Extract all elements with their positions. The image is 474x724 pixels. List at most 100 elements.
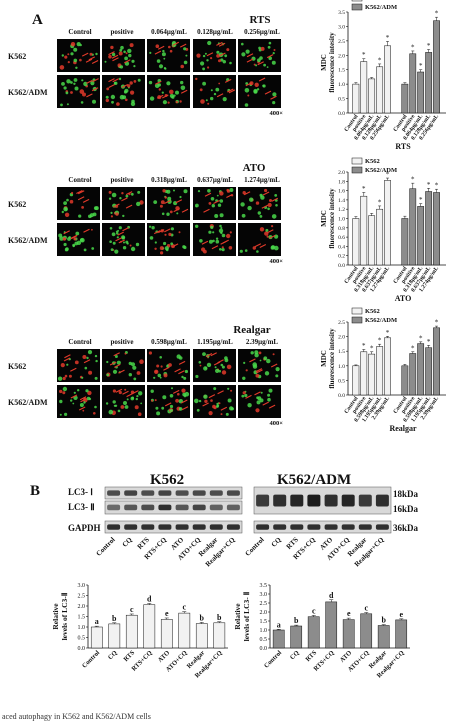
significance-mark: * [419, 334, 423, 342]
group-letter: e [165, 609, 169, 618]
x-tick-label: Control [81, 649, 101, 669]
y-axis-label: Relative [51, 603, 60, 630]
legend-swatch [351, 3, 363, 11]
legend-label: K562 [365, 308, 380, 315]
bar [425, 52, 433, 114]
significance-mark: * [362, 185, 366, 193]
blot-band [175, 504, 189, 511]
y-tick-label: 3.5 [338, 10, 345, 16]
micrograph [57, 187, 100, 220]
bar [360, 613, 373, 649]
row-label: K562/ADM [8, 398, 48, 407]
micrograph [193, 349, 236, 382]
column-label: positive [111, 338, 134, 346]
blot-band [273, 524, 287, 530]
blot-band [341, 524, 355, 530]
lc3-chart: 0.0 0.5 1.0 1.5 2.0 2.5 3.0 3.5 Relative levels o… [233, 583, 410, 680]
row-label: K562 [8, 52, 26, 61]
blot-band [226, 504, 240, 511]
y-axis-label: Relative [233, 603, 242, 630]
y-axis-label: fluorescence intesity [328, 188, 336, 249]
group-letter: c [182, 603, 186, 612]
micrograph [147, 75, 190, 108]
y-axis-label: MDC [320, 210, 328, 227]
bar [368, 78, 376, 114]
micrograph [193, 223, 236, 256]
column-label: 1.195μg/mL [197, 338, 233, 346]
micrograph [102, 349, 145, 382]
bar [376, 66, 384, 114]
blot-band [226, 490, 240, 496]
bar [417, 71, 425, 114]
bar [195, 623, 208, 649]
y-tick-label: 2.0 [338, 53, 345, 59]
significance-mark: * [419, 62, 423, 70]
row-label: K562 [8, 362, 26, 371]
column-label: Control [68, 338, 91, 346]
y-tick-label: 1.6 [338, 189, 345, 195]
group-letter: a [95, 617, 99, 626]
column-label: 0.064μg/mL [151, 28, 187, 36]
y-tick-label: 2.5 [260, 601, 268, 607]
blot-band [107, 490, 121, 496]
column-label: 2.39μg/mL [246, 338, 278, 346]
micrograph [238, 223, 281, 256]
blot-band [341, 494, 355, 507]
blot-band [358, 524, 372, 530]
mdc-chart: 0.0 0.5 1.0 1.5 2.0 2.5 3.0 3.5 MDC fluorescence … [320, 0, 446, 151]
blot-band [124, 504, 138, 511]
bar [143, 604, 156, 649]
y-tick-label: 1.5 [78, 615, 86, 621]
legend-label: K562/ADM [365, 317, 397, 324]
mdc-chart: 0.0 0.2 0.4 0.6 0.8 1.0 1.2 1.4 1.6 1.8 2.0 MDC fluo… [320, 157, 446, 303]
y-tick-label: 3.0 [78, 583, 86, 589]
micrograph [102, 75, 145, 108]
y-tick-label: 0.0 [260, 646, 268, 652]
group-letter: d [147, 594, 152, 603]
micrograph [193, 75, 236, 108]
y-tick-label: 0.2 [338, 254, 345, 260]
blot-k562-lc3-1 [104, 486, 243, 500]
x-tick-label: ATO [339, 649, 353, 663]
micrograph [102, 187, 145, 220]
panel-a-letter: A [32, 12, 43, 28]
y-tick-label: 3.5 [260, 583, 268, 589]
y-tick-label: 2.0 [78, 604, 86, 610]
lane-label: CQ [121, 535, 134, 548]
blot-band [375, 494, 389, 507]
legend-label: K562 [365, 158, 380, 165]
micrograph [147, 385, 190, 418]
x-axis-label: RTS [395, 142, 411, 151]
x-tick-label: RTS [304, 649, 318, 663]
blot-band [107, 524, 121, 530]
significance-mark: * [411, 43, 415, 51]
micrograph [147, 39, 190, 72]
column-label: Control [68, 176, 91, 184]
kda-18: 18kDa [393, 489, 419, 499]
y-tick-label: 3.0 [338, 24, 345, 30]
panel-b-letter: B [30, 483, 40, 499]
group-letter: c [364, 604, 368, 613]
lane-label: Control [244, 536, 266, 558]
y-tick-label: 1.0 [78, 625, 86, 631]
legend-swatch [351, 316, 363, 324]
bar [352, 365, 360, 396]
blot-band [141, 504, 155, 511]
blot-band [226, 524, 240, 530]
micrograph [102, 223, 145, 256]
micrograph [238, 187, 281, 220]
column-label: 0.256μg/mL [244, 28, 280, 36]
y-axis-label: MDC [320, 54, 328, 71]
column-label: 0.637μg/mL [197, 176, 233, 184]
y-tick-label: 1.4 [338, 198, 345, 204]
column-label: positive [111, 28, 134, 36]
row-label: K562 [8, 200, 26, 209]
column-label: 0.598μg/mL [151, 338, 187, 346]
bar [125, 614, 138, 649]
group-letter: a [277, 620, 281, 629]
bar [425, 347, 433, 396]
row-label: K562/ADM [8, 236, 48, 245]
legend-swatch [351, 166, 363, 174]
y-tick-label: 0.5 [338, 97, 345, 103]
